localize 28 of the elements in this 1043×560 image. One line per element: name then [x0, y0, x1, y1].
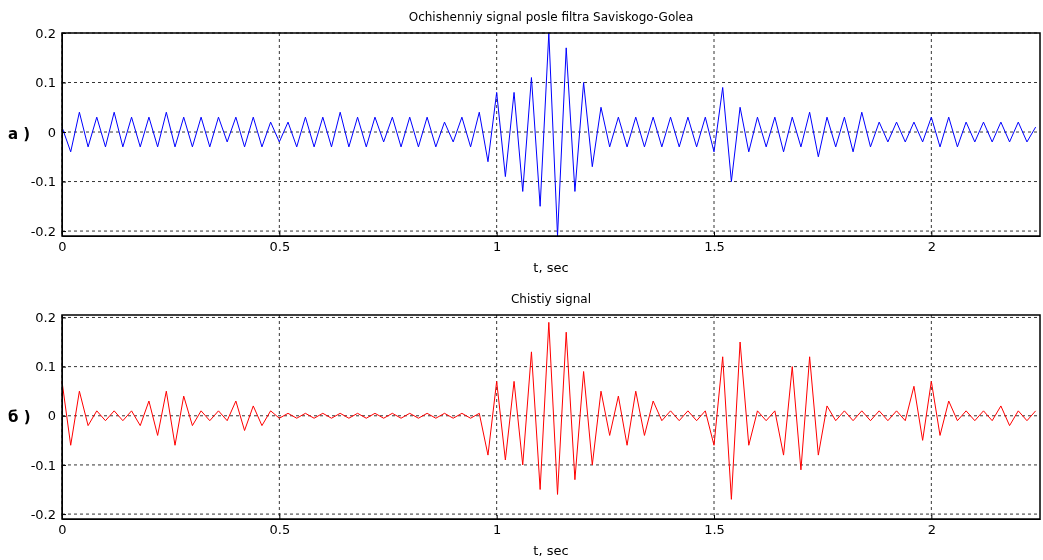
y-tick-label: 0.1 — [35, 75, 56, 91]
chart-title: Chistiy signal — [510, 292, 592, 306]
x-axis-title: t, sec — [533, 260, 569, 275]
text: a ) — [8, 125, 31, 143]
x-tick-label: 0 — [58, 522, 67, 538]
x-tick-label: 2 — [927, 239, 936, 255]
line-series — [61, 321, 1037, 500]
y-tick-label: 0.2 — [35, 310, 56, 326]
x-tick-label: 1.5 — [704, 522, 725, 538]
x-tick-label: 2 — [927, 522, 936, 538]
text: б ) — [8, 407, 31, 426]
y-tick-label: -0.2 — [30, 223, 56, 239]
y-tick-label: -0.1 — [30, 174, 56, 190]
y-tick-label: 0 — [47, 408, 56, 424]
x-tick-label: 0.5 — [269, 239, 291, 255]
y-tick-label: -0.2 — [30, 506, 56, 522]
y-tick-label: -0.1 — [30, 457, 56, 473]
x-tick-label: 1.5 — [704, 239, 725, 255]
y-tick-label: 0.2 — [35, 25, 56, 41]
line-series — [61, 32, 1037, 237]
x-tick-label: 0 — [58, 239, 67, 255]
y-tick-label: 0.1 — [35, 359, 56, 375]
x-tick-label: 1 — [493, 239, 502, 255]
chart-title: Ochishenniy signal posle filtra Saviskogo-Golea — [408, 10, 694, 24]
y-tick-label: 0 — [47, 124, 56, 140]
x-tick-label: 0.5 — [269, 522, 291, 538]
x-axis-title: t, sec — [533, 543, 569, 558]
x-tick-label: 1 — [493, 522, 502, 538]
